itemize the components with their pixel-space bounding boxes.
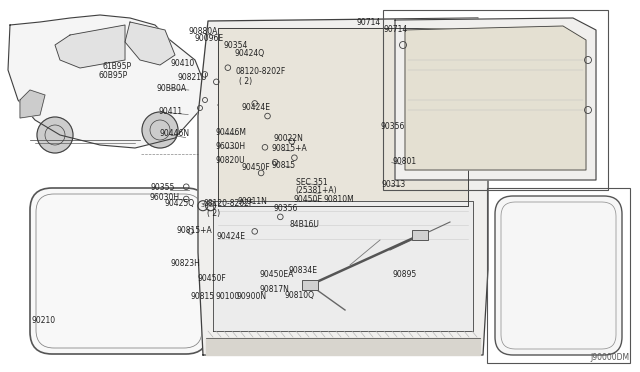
Text: 90446M: 90446M [216,128,246,137]
Text: ( 2): ( 2) [239,77,253,86]
Text: 96030H: 96030H [216,142,246,151]
Polygon shape [218,28,468,206]
Text: 90210: 90210 [32,316,56,325]
Text: 90801: 90801 [393,157,417,166]
Text: 90810Q: 90810Q [284,291,314,300]
Text: 96030H: 96030H [150,193,180,202]
Polygon shape [125,22,175,65]
Text: 90410: 90410 [171,60,195,68]
Text: 90880A: 90880A [189,27,218,36]
Text: 90446N: 90446N [160,129,190,138]
Text: 90450F: 90450F [242,163,271,171]
Text: 90096E: 90096E [195,34,224,43]
Text: (25381+A): (25381+A) [295,186,337,195]
Text: 90BB0A: 90BB0A [156,84,186,93]
Text: J90000DM: J90000DM [591,353,630,362]
Text: 90313: 90313 [381,180,406,189]
Text: 90834E: 90834E [289,266,317,275]
FancyBboxPatch shape [30,188,208,354]
Text: 90815: 90815 [190,292,214,301]
Text: 90424E: 90424E [217,232,246,241]
Text: 3: 3 [201,203,205,208]
Text: 90356: 90356 [380,122,404,131]
Text: 90817N: 90817N [260,285,290,294]
Text: 90425Q: 90425Q [164,199,195,208]
Text: 90450EA: 90450EA [260,270,294,279]
Text: 61B95P: 61B95P [102,62,132,71]
Text: 90450F: 90450F [198,274,227,283]
Text: 90821U: 90821U [178,73,207,81]
Text: 90714: 90714 [383,25,408,33]
Text: 90411: 90411 [159,107,183,116]
Text: 90900N: 90900N [236,292,266,301]
Polygon shape [55,25,125,68]
Text: 08120-8202F: 08120-8202F [204,199,254,208]
Text: ( 2): ( 2) [207,209,220,218]
Text: 90815+A: 90815+A [177,226,212,235]
Text: 90450E: 90450E [294,195,323,203]
Bar [302,280,318,290]
FancyBboxPatch shape [495,196,622,355]
Text: 60B95P: 60B95P [99,71,128,80]
Text: 90815: 90815 [271,161,296,170]
Polygon shape [405,26,586,170]
Polygon shape [198,18,488,355]
Text: 90355: 90355 [150,183,175,192]
Text: 90424Q: 90424Q [235,49,265,58]
Text: 90820U: 90820U [216,156,245,165]
Text: B: B [209,203,212,208]
Circle shape [37,117,73,153]
Text: 90714: 90714 [356,18,381,27]
Text: 90911N: 90911N [237,197,268,206]
Text: 90100: 90100 [215,292,239,301]
Text: 90823H: 90823H [170,259,200,267]
Polygon shape [8,15,205,148]
Text: 90424E: 90424E [241,103,270,112]
Text: 90356: 90356 [273,204,298,213]
Polygon shape [20,90,45,118]
Text: 90810M: 90810M [323,195,354,203]
Bar [412,230,428,240]
Text: 90895: 90895 [393,270,417,279]
Polygon shape [395,18,596,180]
Text: 08120-8202F: 08120-8202F [236,67,286,76]
Text: 84B16U: 84B16U [289,220,319,229]
Circle shape [142,112,178,148]
Text: SEC 351: SEC 351 [296,178,328,187]
Polygon shape [213,201,473,331]
Bar [487,188,630,363]
Text: 90022N: 90022N [273,134,303,143]
Text: 90815+A: 90815+A [271,144,307,153]
Text: 90354: 90354 [223,41,248,50]
Polygon shape [206,338,480,355]
Bar [383,10,608,190]
